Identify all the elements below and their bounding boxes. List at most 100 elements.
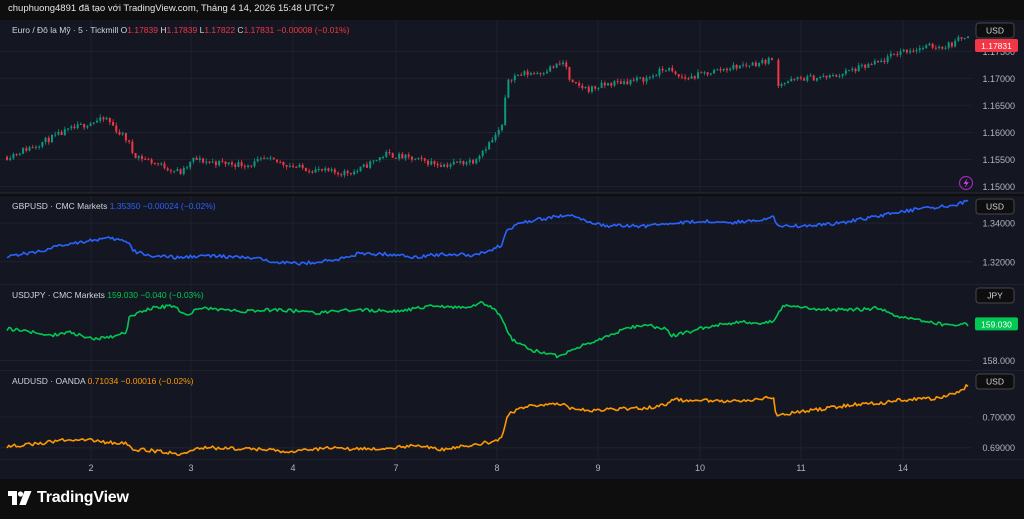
candle-body — [391, 153, 394, 158]
candle-body — [102, 117, 105, 120]
candle-body — [311, 171, 314, 173]
candle-body — [748, 65, 751, 67]
candle-body — [449, 164, 452, 167]
series-legend[interactable]: USDJPY · CMC Markets 159.030 −0.040 (−0.… — [12, 290, 204, 300]
candle-body — [732, 64, 735, 69]
series-line — [6, 300, 969, 359]
legend-ohlc-key: H — [158, 25, 167, 35]
candle-body — [677, 74, 680, 77]
candle-body — [571, 79, 574, 83]
chart-pane-3[interactable]: 158.000 USDJPY · CMC Markets 159.030 −0.0… — [0, 285, 1024, 372]
candle-body — [545, 71, 548, 74]
candle-body — [189, 161, 192, 168]
candle-body — [420, 157, 423, 159]
candle-body — [680, 76, 683, 78]
legend-text: Euro / Đô la Mỹ · 5 · Tickmill O1.17839 … — [12, 25, 350, 35]
candle-body — [529, 73, 532, 75]
candle-body — [275, 159, 278, 162]
candle-body — [922, 48, 925, 50]
candle-body — [227, 162, 230, 165]
series-legend[interactable]: Euro / Đô la Mỹ · 5 · Tickmill O1.17839 … — [12, 25, 350, 35]
candle-body — [44, 137, 47, 142]
currency-button[interactable]: USD — [975, 373, 1015, 390]
currency-button[interactable]: JPY — [975, 287, 1015, 304]
candle-body — [211, 161, 214, 163]
candle-body — [796, 77, 799, 80]
series-line — [6, 384, 969, 457]
candle-body — [83, 123, 86, 128]
candle-body — [497, 129, 500, 135]
candle-body — [488, 142, 491, 150]
candle-body — [243, 166, 246, 168]
candle-body — [259, 158, 262, 160]
candle-body — [327, 168, 330, 171]
chart-pane-2[interactable]: 1.34000 1.32000 GBPUSD · CMC Markets 1.353… — [0, 196, 1024, 286]
candle-body — [697, 72, 700, 79]
currency-button-frame[interactable] — [975, 198, 1015, 215]
candle-body — [147, 159, 150, 161]
candle-body — [455, 161, 458, 163]
legend-ohlc-key: L — [197, 25, 204, 35]
candle-body — [574, 82, 577, 84]
candle-body — [867, 64, 870, 68]
candle-body — [237, 162, 240, 167]
tradingview-brand: TradingView — [8, 487, 129, 509]
candle-body — [128, 140, 131, 142]
candle-body — [124, 133, 127, 141]
candle-body — [645, 77, 648, 82]
candle-body — [905, 49, 908, 53]
candle-body — [256, 159, 259, 162]
candle-body — [619, 81, 622, 84]
candle-body — [12, 154, 15, 159]
candle-body — [500, 124, 503, 130]
candle-body — [356, 171, 359, 173]
currency-button-frame[interactable] — [975, 287, 1015, 304]
time-axis-background[interactable] — [0, 460, 1024, 479]
candle-body — [70, 126, 73, 129]
candle-body — [819, 76, 822, 78]
series-legend[interactable]: GBPUSD · CMC Markets 1.35350 −0.00024 (−… — [12, 201, 216, 211]
candle-body — [314, 169, 317, 173]
candle-body — [587, 86, 590, 92]
y-tick-label: 0.70000 — [982, 413, 1015, 423]
currency-button[interactable]: USD — [975, 22, 1015, 39]
candle-body — [610, 83, 613, 86]
candle-body — [195, 157, 198, 161]
series-legend[interactable]: AUDUSD · OANDA 0.71034 −0.00016 (−0.02%) — [12, 376, 194, 386]
candle-body — [173, 170, 176, 172]
candle-body — [9, 158, 12, 160]
candle-body — [555, 63, 558, 68]
candle-body — [250, 165, 253, 167]
x-tick-label: 9 — [595, 463, 600, 473]
candle-body — [533, 73, 536, 75]
y-tick-label: 1.34000 — [982, 219, 1015, 229]
candle-body — [105, 118, 108, 120]
candle-body — [635, 77, 638, 81]
candle-body — [510, 79, 513, 81]
candle-body — [590, 86, 593, 92]
time-axis[interactable]: 2 3 4 7 8 9 10 11 14 — [0, 460, 1024, 479]
candle-body — [658, 68, 661, 76]
candle-body — [880, 60, 883, 63]
candle-body — [703, 72, 706, 74]
y-tick-label: 1.32000 — [982, 257, 1015, 267]
candle-body — [295, 167, 298, 169]
currency-button-frame[interactable] — [975, 373, 1015, 390]
currency-button[interactable]: USD — [975, 198, 1015, 215]
candle-body — [472, 160, 475, 164]
currency-button-frame[interactable] — [975, 22, 1015, 39]
candle-body — [889, 53, 892, 57]
candle-body — [99, 117, 102, 121]
candle-body — [828, 75, 831, 78]
candle-body — [359, 166, 362, 172]
candle-body — [607, 83, 610, 86]
last-price-box — [975, 39, 1018, 52]
chart-pane-4[interactable]: 0.70000 0.69000 AUDUSD · OANDA 0.71034 −0.… — [0, 371, 1024, 461]
chart-pane-1[interactable]: 1.175001.170001.165001.160001.155001.150… — [0, 20, 1024, 194]
lightning-icon[interactable] — [958, 175, 974, 191]
candle-body — [931, 43, 934, 48]
candle-body — [76, 124, 79, 129]
candle-body — [385, 152, 388, 157]
candle-body — [121, 133, 124, 135]
